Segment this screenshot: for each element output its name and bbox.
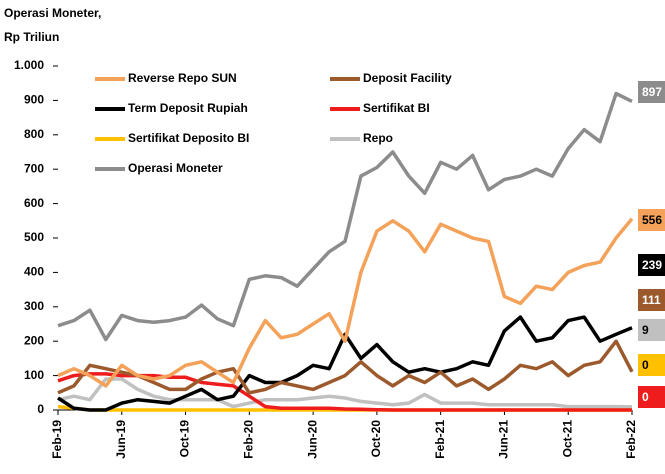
end-label: 9 — [642, 323, 649, 337]
y-tick-label: 900 — [24, 93, 44, 107]
legend-label: Operasi Moneter — [128, 161, 223, 175]
legend-label: Sertifikat BI — [363, 101, 430, 115]
y-tick-label: 300 — [24, 299, 44, 313]
chart-title: Operasi Moneter, — [4, 6, 101, 20]
y-tick-label: 500 — [24, 230, 44, 244]
y-tick-label: 600 — [24, 196, 44, 210]
x-tick-label: Feb-20 — [242, 420, 256, 459]
x-tick-label: Oct-21 — [560, 420, 574, 458]
series-line — [57, 217, 634, 388]
end-label-box — [638, 254, 665, 276]
end-label-box — [638, 209, 665, 231]
series-line — [57, 339, 634, 395]
x-tick-label: Jun-21 — [497, 420, 511, 459]
end-label: 897 — [642, 85, 662, 99]
x-tick-label: Oct-20 — [369, 420, 383, 458]
end-label-box — [638, 386, 665, 408]
end-label-box — [638, 319, 665, 341]
y-tick-label: 1.000 — [14, 58, 44, 72]
x-tick-label: Jun-20 — [305, 420, 319, 459]
end-label-box — [638, 289, 665, 311]
legend-label: Sertifikat Deposito BI — [128, 131, 249, 145]
series-line — [57, 377, 633, 409]
y-tick-label: 100 — [24, 368, 44, 382]
y-tick-label: 0 — [37, 402, 44, 416]
end-label: 111 — [642, 293, 661, 307]
end-label: 556 — [642, 213, 662, 227]
x-tick-label: Feb-21 — [433, 420, 447, 459]
end-label: 239 — [642, 258, 662, 272]
y-tick-label: 200 — [24, 333, 44, 347]
legend-label: Deposit Facility — [363, 71, 452, 85]
legend-label: Term Deposit Rupiah — [128, 101, 248, 115]
x-tick-label: Oct-19 — [178, 420, 192, 458]
series-line — [57, 91, 633, 342]
y-tick-label: 400 — [24, 265, 44, 279]
end-label: 0 — [642, 390, 649, 404]
y-tick-label: 700 — [24, 161, 44, 175]
x-tick-label: Jun-19 — [114, 420, 128, 459]
legend-label: Repo — [363, 131, 393, 145]
legend-label: Reverse Repo SUN — [128, 71, 237, 85]
series-line — [57, 372, 632, 412]
x-tick-label: Feb-19 — [50, 420, 64, 459]
x-tick-label: Feb-22 — [624, 420, 638, 459]
end-label-box — [638, 81, 665, 103]
chart-subtitle: Rp Triliun — [4, 30, 59, 44]
y-tick-label: 800 — [24, 127, 44, 141]
end-label: 0 — [642, 358, 649, 372]
end-label-box — [638, 354, 665, 376]
